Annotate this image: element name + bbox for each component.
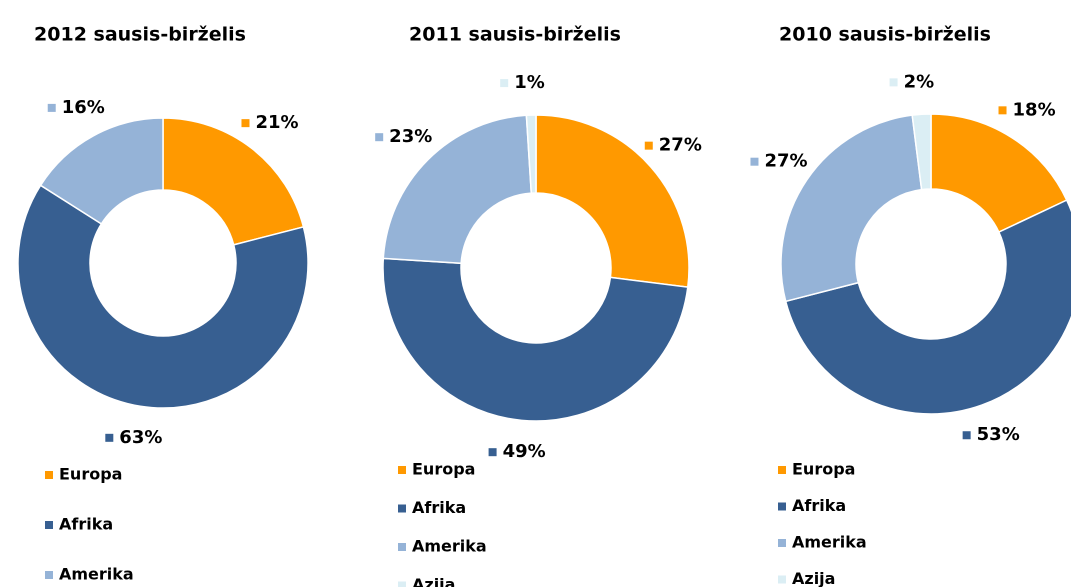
label-marker	[962, 431, 971, 440]
legend-marker	[778, 502, 786, 511]
label-marker	[998, 106, 1007, 115]
label-marker	[644, 141, 653, 150]
label-marker	[241, 119, 250, 128]
legend-label: Europa	[412, 460, 475, 479]
legend-label: Afrika	[412, 498, 466, 517]
data-label: 27%	[764, 151, 807, 172]
data-label: 63%	[119, 427, 162, 448]
data-label: 23%	[389, 126, 432, 147]
legend-label: Azija	[412, 575, 455, 587]
slice	[525, 114, 537, 194]
data-label: 49%	[503, 441, 546, 462]
legend-label: Amerika	[792, 533, 867, 552]
label-marker	[105, 433, 114, 442]
legend-label: Amerika	[412, 537, 487, 556]
slice	[784, 199, 1071, 415]
slice	[39, 117, 164, 225]
legend-marker	[398, 543, 406, 551]
label-marker	[488, 448, 497, 457]
legend-marker	[45, 521, 53, 529]
legend-label: Amerika	[59, 565, 134, 584]
slice	[780, 114, 923, 303]
data-label: 21%	[255, 112, 298, 133]
legend-label: Afrika	[792, 496, 846, 515]
legend-marker	[45, 471, 53, 479]
legend-marker	[398, 581, 406, 587]
legend-marker	[45, 571, 53, 579]
label-marker	[750, 157, 759, 166]
data-label: 2%	[904, 71, 935, 92]
legend-label: Europa	[59, 465, 122, 484]
legend-label: Europa	[792, 460, 855, 479]
legend-marker	[778, 539, 786, 547]
slice	[930, 113, 1068, 234]
data-label: 16%	[62, 97, 105, 118]
chart-title: 2012 sausis-birželis	[34, 24, 246, 46]
legend-label: Azija	[792, 569, 835, 587]
slice	[535, 114, 690, 289]
legend-marker	[398, 504, 406, 513]
label-marker	[47, 103, 56, 112]
data-label: 53%	[977, 424, 1020, 445]
label-marker	[889, 78, 898, 87]
data-label: 18%	[1013, 99, 1056, 120]
label-marker	[375, 133, 384, 142]
legend-marker	[398, 466, 406, 474]
slice	[382, 114, 533, 265]
slice	[382, 257, 689, 422]
data-label: 27%	[659, 135, 702, 156]
legend-marker	[778, 466, 786, 474]
slice	[17, 184, 309, 409]
slice	[911, 113, 932, 191]
legend-label: Afrika	[59, 515, 113, 534]
label-marker	[500, 79, 509, 88]
data-label: 1%	[514, 72, 545, 93]
legend-marker	[778, 575, 786, 584]
chart-title: 2011 sausis-birželis	[409, 24, 621, 46]
slice	[162, 117, 305, 246]
chart-title: 2010 sausis-birželis	[779, 24, 991, 46]
